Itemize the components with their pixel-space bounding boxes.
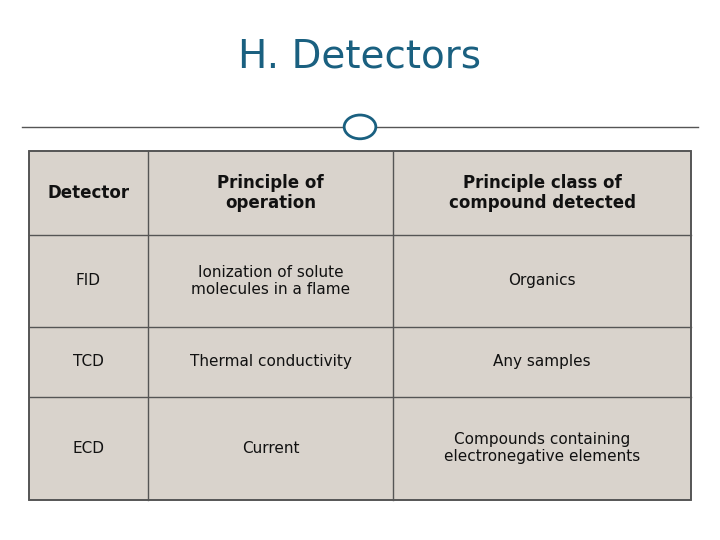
Text: TCD: TCD [73, 354, 104, 369]
Text: ECD: ECD [73, 441, 104, 456]
Text: Thermal conductivity: Thermal conductivity [189, 354, 351, 369]
Text: Detector: Detector [48, 184, 130, 202]
Text: Compounds containing
electronegative elements: Compounds containing electronegative ele… [444, 432, 640, 464]
Text: FID: FID [76, 273, 101, 288]
Text: Ionization of solute
molecules in a flame: Ionization of solute molecules in a flam… [191, 265, 350, 297]
Text: Any samples: Any samples [493, 354, 591, 369]
Text: H. Detectors: H. Detectors [238, 38, 482, 76]
Text: Principle class of
compound detected: Principle class of compound detected [449, 173, 636, 212]
Text: Organics: Organics [508, 273, 576, 288]
Text: Current: Current [242, 441, 300, 456]
Text: Principle of
operation: Principle of operation [217, 173, 324, 212]
